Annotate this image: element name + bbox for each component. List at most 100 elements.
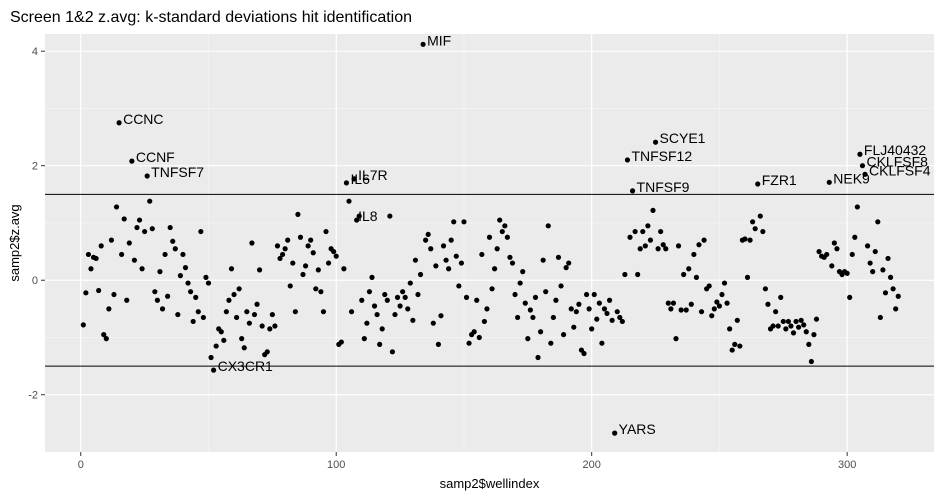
data-point	[241, 345, 247, 351]
data-point	[732, 341, 738, 347]
data-point	[456, 283, 462, 289]
data-point	[558, 283, 564, 289]
data-point	[159, 306, 166, 312]
data-point	[670, 300, 677, 306]
point-label: FZR1	[762, 172, 797, 188]
data-point	[292, 309, 298, 315]
data-point	[101, 332, 107, 338]
data-point	[333, 253, 339, 259]
data-point	[765, 301, 771, 307]
point-label: TNFSF7	[151, 164, 204, 180]
data-point	[678, 307, 684, 313]
data-point	[267, 326, 273, 332]
data-point	[343, 180, 350, 186]
data-point	[272, 323, 278, 329]
data-point	[583, 291, 590, 298]
point-label: YARS	[619, 421, 656, 437]
data-point	[446, 266, 452, 272]
data-point	[397, 303, 403, 309]
chart-title: Screen 1&2 z.avg: k-standard deviations …	[10, 9, 412, 26]
y-tick-label: 0	[32, 275, 38, 287]
data-point	[417, 271, 424, 278]
data-point	[157, 269, 163, 275]
data-point	[793, 318, 799, 325]
x-tick-label: 300	[838, 459, 856, 471]
data-point	[369, 274, 375, 280]
data-point	[706, 283, 712, 289]
data-point	[862, 171, 868, 177]
data-point	[831, 240, 837, 246]
data-point	[402, 294, 408, 300]
plot-panel	[45, 34, 934, 452]
point-label: IL7R	[358, 167, 388, 183]
data-point	[354, 217, 360, 223]
data-point	[576, 301, 582, 307]
point-label: SCYE1	[660, 130, 706, 146]
data-point	[190, 318, 196, 325]
data-point	[251, 311, 258, 318]
data-point	[486, 234, 493, 240]
y-tick-label: -2	[28, 390, 38, 402]
data-point	[709, 313, 715, 319]
data-point	[543, 289, 549, 295]
x-tick-label: 0	[78, 459, 84, 471]
data-point	[489, 286, 495, 292]
data-point	[389, 349, 396, 355]
data-point	[167, 224, 173, 231]
data-point	[540, 257, 546, 263]
data-point	[698, 309, 705, 315]
data-point	[571, 324, 577, 330]
data-point	[440, 243, 447, 249]
data-point	[834, 246, 840, 252]
data-point	[724, 300, 730, 306]
data-point	[180, 251, 186, 258]
data-point	[816, 248, 822, 255]
y-axis-label: samp2$z.avg	[7, 204, 22, 281]
data-point	[185, 280, 191, 286]
data-point	[744, 274, 751, 280]
data-point	[635, 271, 641, 278]
data-point	[310, 250, 316, 256]
data-point	[806, 341, 812, 347]
data-point	[604, 310, 610, 317]
data-point	[675, 243, 682, 249]
point-label: CCNF	[136, 149, 175, 165]
threshold-lines	[45, 193, 934, 367]
data-point	[134, 224, 140, 231]
data-point	[410, 317, 416, 323]
data-point	[681, 271, 687, 278]
data-point	[494, 246, 500, 252]
data-point	[527, 307, 533, 313]
data-point	[308, 237, 314, 243]
data-point	[297, 234, 304, 240]
data-point	[619, 318, 625, 325]
data-point	[691, 251, 697, 258]
data-point	[870, 269, 876, 275]
point-label: TNFSF12	[631, 148, 692, 164]
data-point	[236, 286, 242, 292]
data-point	[249, 240, 255, 246]
y-axis-ticks: -2 0 2 4	[28, 46, 45, 402]
data-point	[149, 226, 155, 232]
data-point	[755, 181, 761, 187]
data-point	[515, 314, 521, 321]
data-point	[121, 216, 127, 222]
data-point	[844, 270, 850, 276]
data-point	[139, 266, 145, 272]
data-point	[859, 163, 866, 169]
point-label: TNFSF9	[637, 179, 690, 195]
data-point	[438, 313, 444, 319]
y-tick-label: 4	[32, 46, 38, 58]
data-point	[737, 343, 743, 349]
data-point	[223, 309, 229, 315]
data-point	[331, 248, 337, 255]
data-point	[124, 297, 130, 303]
data-point	[798, 317, 804, 323]
data-point	[530, 314, 536, 321]
data-point	[244, 309, 250, 315]
data-point	[808, 358, 814, 365]
point-label: FLJ40432	[864, 142, 926, 158]
data-point	[131, 257, 138, 263]
data-point	[826, 179, 832, 185]
